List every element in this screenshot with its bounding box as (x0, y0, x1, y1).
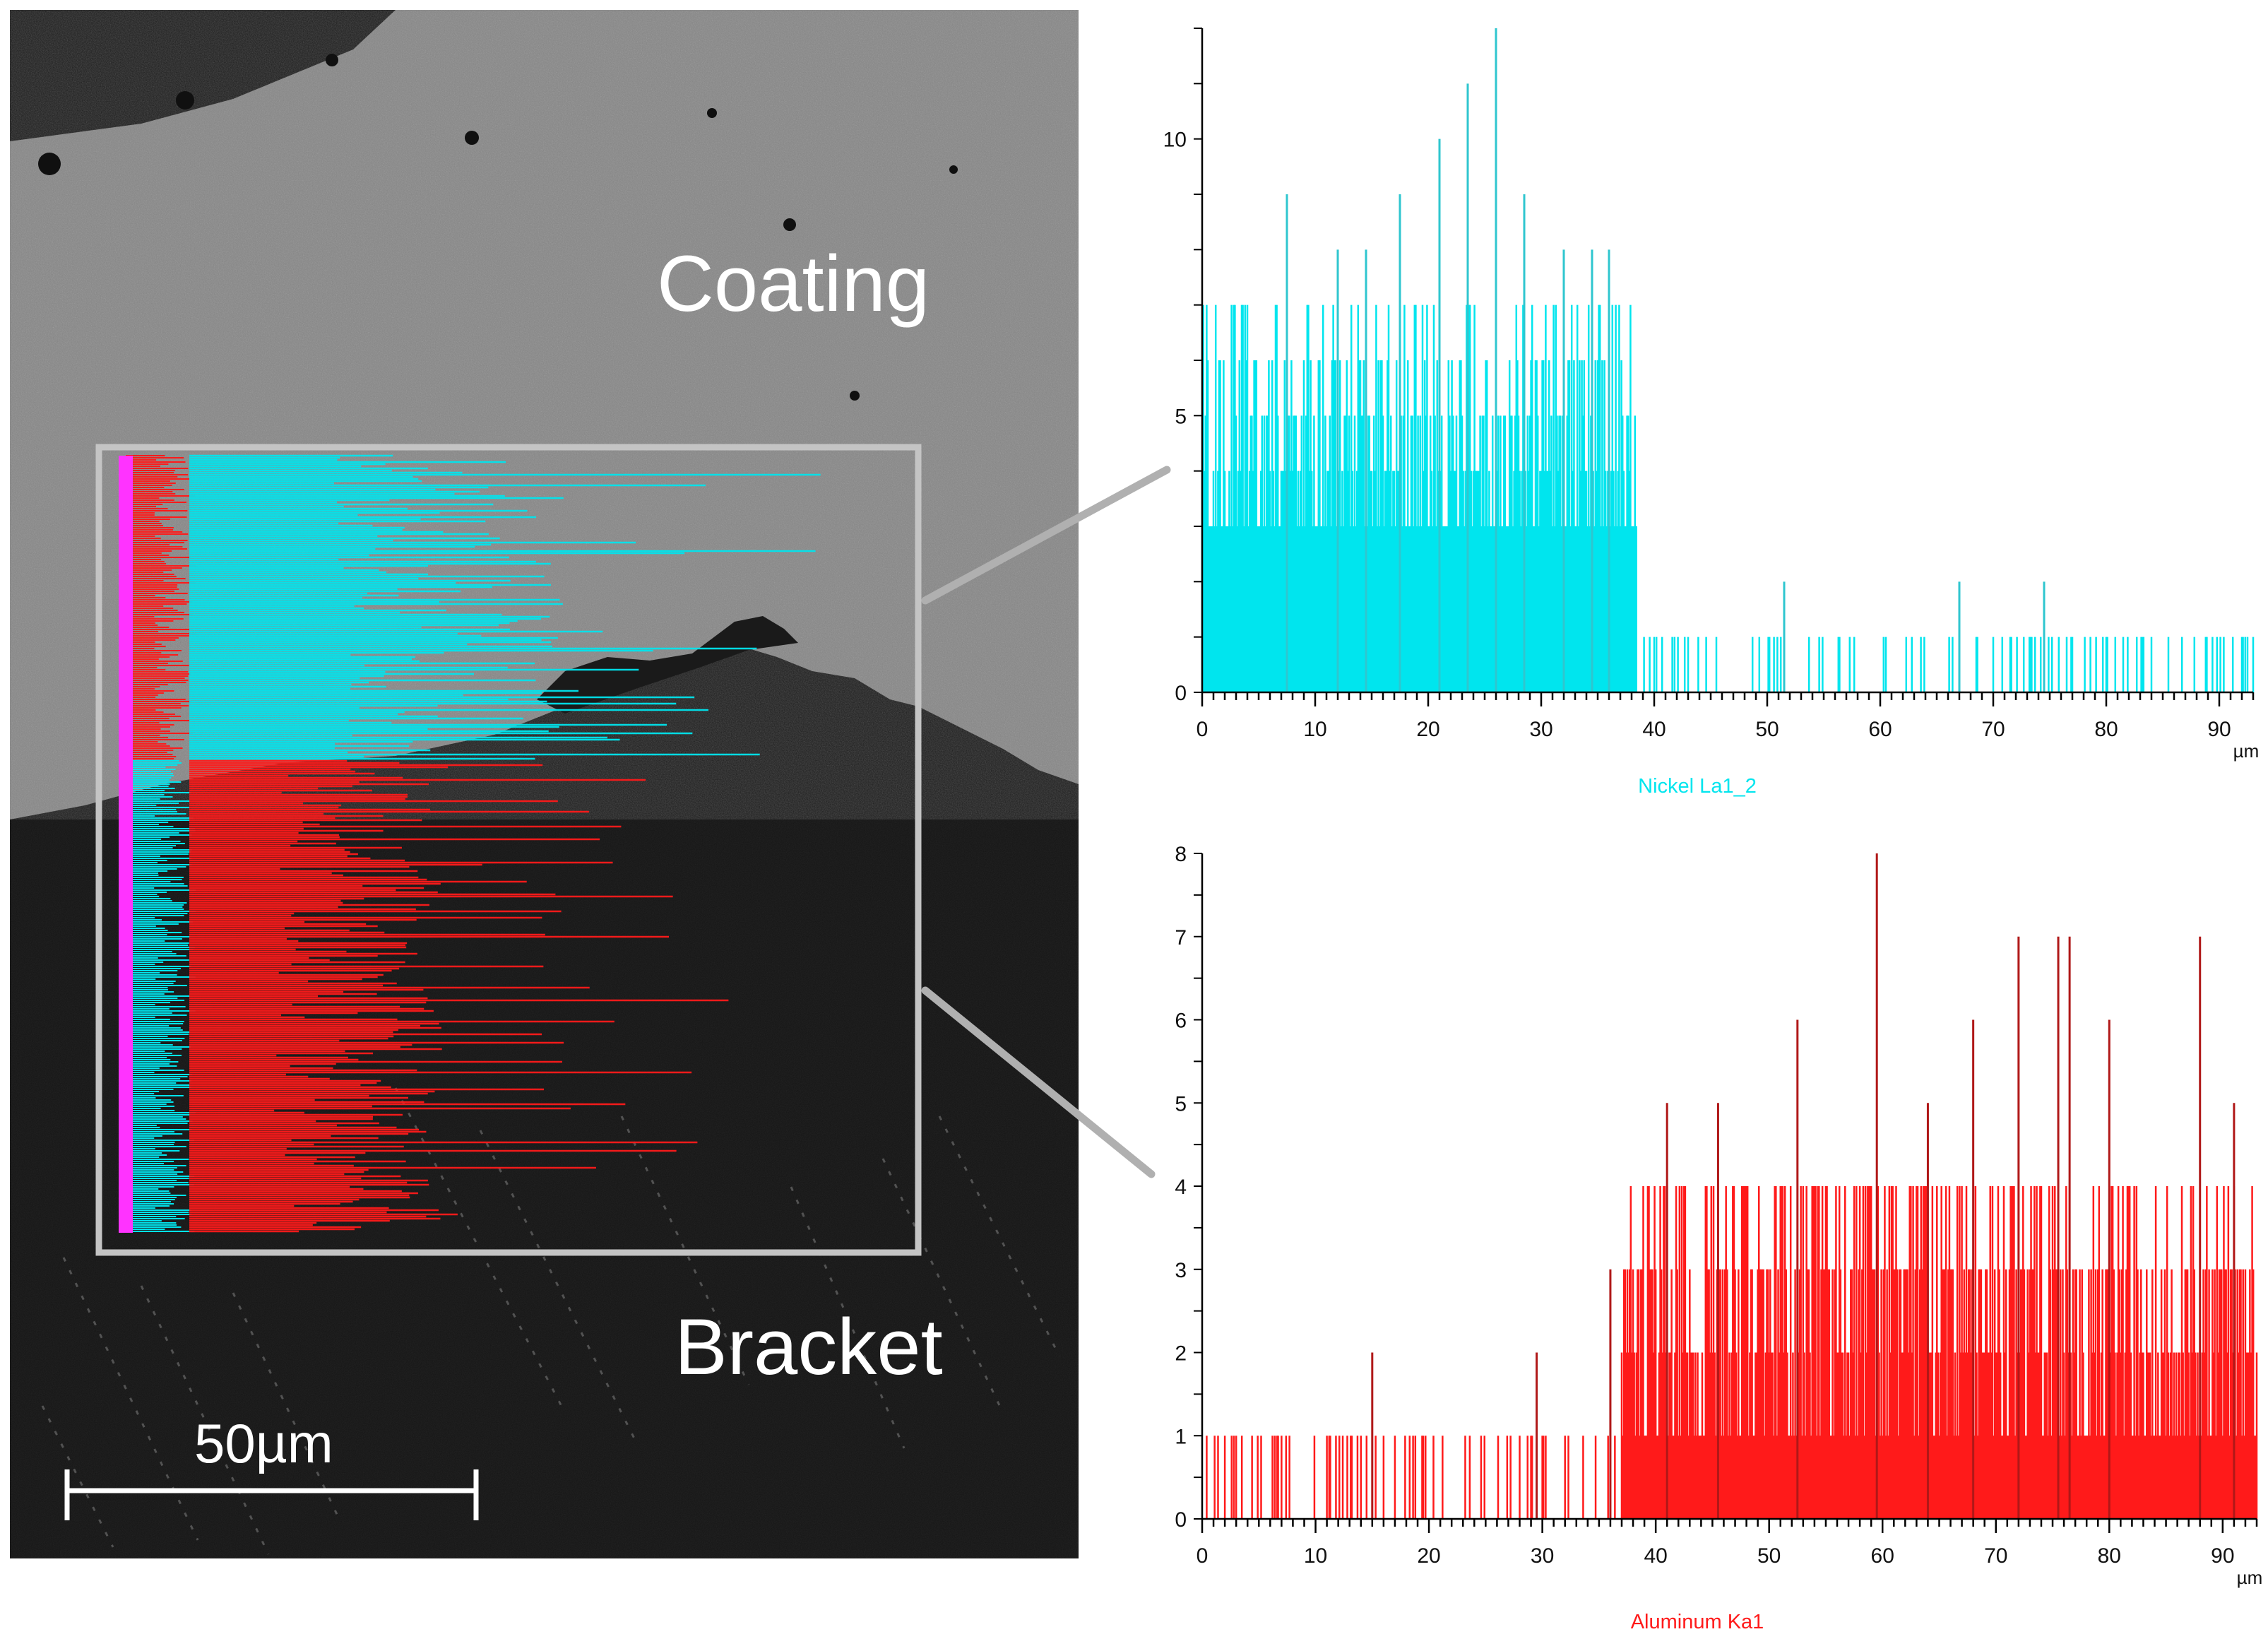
x-tick-label: 90 (2207, 718, 2231, 741)
x-tick-label: 60 (1868, 718, 1892, 741)
x-tick-label: 60 (1871, 1544, 1894, 1568)
x-tick-label: 50 (1757, 1544, 1781, 1568)
x-tick-label: 10 (1304, 1544, 1327, 1568)
x-tick-label: 20 (1417, 1544, 1440, 1568)
y-tick-label: 10 (1163, 129, 1187, 152)
baseline-fill (1202, 526, 1637, 692)
scan-axis (119, 456, 133, 1233)
x-unit-label: µm (2233, 740, 2260, 762)
bars (1206, 853, 2258, 1519)
bracket-streaks (41, 1087, 1061, 1555)
line-scan-overlay (119, 454, 821, 1233)
x-tick-label: 70 (1981, 718, 2005, 741)
interface-cavity (537, 616, 798, 714)
scale-bar-label: 50µm (194, 1412, 333, 1474)
x-tick-label: 20 (1416, 718, 1439, 741)
roi-frame (95, 444, 922, 1256)
y-tick-label: 0 (1175, 1508, 1187, 1532)
x-tick-label: 80 (2098, 1544, 2121, 1568)
y-tick-label: 2 (1175, 1342, 1187, 1366)
coating-label: Coating (657, 239, 930, 328)
y-tick-label: 8 (1175, 843, 1187, 866)
y-tick-label: 4 (1175, 1176, 1187, 1199)
bracket-label: Bracket (675, 1303, 943, 1391)
y-tick-label: 0 (1175, 682, 1187, 705)
sem-micrograph: Coating Bracket 50µm (10, 10, 1079, 1558)
x-tick-label: 10 (1303, 718, 1326, 741)
x-tick-label: 0 (1197, 718, 1209, 741)
x-tick-label: 0 (1197, 1544, 1209, 1568)
x-tick-label: 80 (2094, 718, 2118, 741)
chart-title: Nickel La1_2 (1638, 775, 1757, 798)
chart-title: Aluminum Ka1 (1631, 1611, 1764, 1633)
y-tick-label: 5 (1175, 405, 1187, 428)
x-tick-label: 70 (1984, 1544, 2007, 1568)
x-tick-label: 40 (1644, 1544, 1667, 1568)
pores (38, 54, 958, 401)
scale-bar: 50µm (64, 1412, 479, 1520)
x-tick-label: 90 (2211, 1544, 2234, 1568)
baseline-fill (1621, 1436, 2257, 1519)
x-tick-label: 50 (1755, 718, 1779, 741)
y-tick-label: 1 (1175, 1425, 1187, 1448)
x-tick-label: 40 (1642, 718, 1666, 741)
y-tick-label: 7 (1175, 926, 1187, 949)
y-tick-label: 3 (1175, 1259, 1187, 1282)
callout-connectors (921, 466, 1171, 1178)
y-tick-label: 5 (1175, 1092, 1187, 1116)
x-unit-label: µm (2237, 1567, 2263, 1588)
x-tick-label: 30 (1529, 718, 1552, 741)
x-tick-label: 30 (1531, 1544, 1554, 1568)
bars (1201, 28, 2255, 692)
y-tick-label: 6 (1175, 1010, 1187, 1033)
